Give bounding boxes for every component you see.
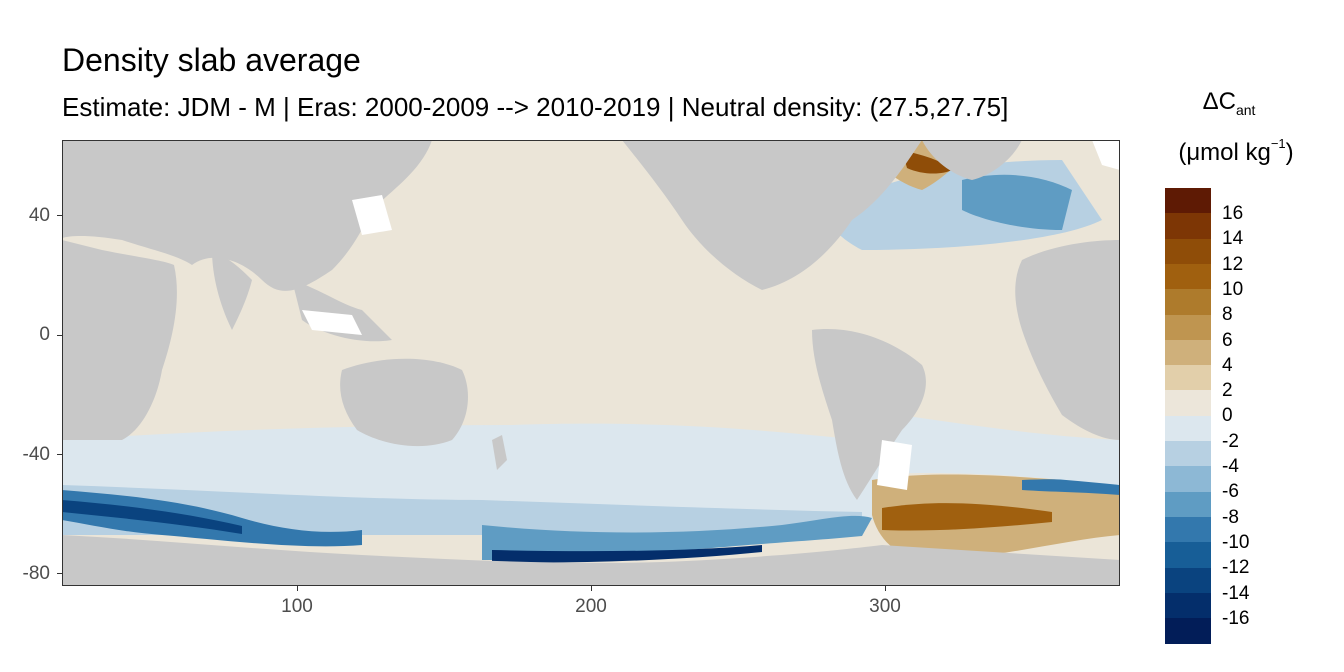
legend-swatch — [1165, 516, 1211, 543]
legend-label: 8 — [1222, 304, 1233, 326]
legend-swatch — [1165, 238, 1211, 265]
legend-label: -6 — [1222, 481, 1239, 503]
missing-data-east-asia — [352, 195, 392, 235]
legend-swatch — [1165, 618, 1211, 645]
missing-data-maritime — [302, 310, 362, 335]
north-america-landmass — [622, 140, 922, 290]
legend-label: 10 — [1222, 278, 1244, 300]
legend-label: -14 — [1222, 582, 1250, 604]
legend-label: 6 — [1222, 329, 1233, 351]
legend-swatch — [1165, 567, 1211, 594]
x-tick-label: 100 — [281, 596, 313, 617]
greenland-landmass — [922, 140, 1022, 180]
legend-swatch — [1165, 415, 1211, 442]
x-tick-label: 300 — [869, 596, 901, 617]
europe-africa-east-landmass — [1015, 240, 1120, 440]
legend-swatch — [1165, 592, 1211, 619]
legend-label: 2 — [1222, 380, 1233, 402]
south-atlantic-brown-core — [882, 503, 1052, 531]
legend-swatch — [1165, 491, 1211, 518]
southern-ocean-band-deep — [62, 500, 242, 534]
missing-data-patches — [302, 140, 1120, 490]
pacific-southern-deep-band — [492, 545, 762, 563]
legend-swatch — [1165, 542, 1211, 569]
pacific-southern-dark-band — [482, 515, 872, 560]
south-atlantic-blue-streak — [1022, 479, 1120, 495]
x-tick-mark — [297, 586, 298, 591]
y-tick-label: -80 — [22, 563, 50, 584]
legend-label: 14 — [1222, 228, 1244, 250]
legend-label: 0 — [1222, 405, 1233, 427]
x-tick-label: 200 — [575, 596, 607, 617]
india-landmass — [212, 250, 252, 330]
plot-subtitle: Estimate: JDM - M | Eras: 2000-2009 --> … — [62, 92, 1009, 122]
eurasia-landmass — [62, 140, 432, 291]
legend-swatch — [1165, 289, 1211, 316]
missing-data-south-atlantic — [877, 440, 912, 490]
southern-ocean-band-dark — [62, 490, 362, 547]
y-tick-label: 0 — [39, 324, 50, 345]
land-masses — [62, 140, 1120, 586]
africa-landmass — [62, 240, 177, 440]
legend-swatch — [1165, 263, 1211, 290]
legend-label: -8 — [1222, 506, 1239, 528]
legend-label: 4 — [1222, 354, 1233, 376]
missing-data-arctic — [1092, 140, 1120, 170]
legend-label: -2 — [1222, 430, 1239, 452]
y-tick-mark — [57, 454, 62, 455]
legend-swatch — [1165, 339, 1211, 366]
new-zealand-landmass — [492, 435, 507, 470]
legend-swatch — [1165, 365, 1211, 392]
legend-label: -12 — [1222, 557, 1250, 579]
y-tick-label: -40 — [22, 444, 50, 465]
southern-ocean-band-mid — [62, 485, 862, 535]
legend-swatch — [1165, 390, 1211, 417]
map-panel — [62, 140, 1120, 586]
legend-swatch — [1165, 466, 1211, 493]
north-atlantic-brown-core — [902, 150, 952, 174]
legend-swatch — [1165, 188, 1211, 214]
south-america-landmass — [812, 329, 926, 500]
north-atlantic-deep-blue — [962, 174, 1072, 230]
y-tick-label: 40 — [28, 205, 50, 226]
plot-title: Density slab average — [62, 42, 361, 78]
panel-border — [62, 140, 1120, 586]
y-tick-mark — [57, 215, 62, 216]
legend-label: -4 — [1222, 456, 1239, 477]
antarctica-landmass — [62, 535, 1120, 586]
y-tick-mark — [57, 573, 62, 574]
south-atlantic-light-blue — [862, 410, 1120, 485]
legend-title-line2: (μmol kg−1) — [1178, 136, 1294, 166]
x-tick-mark — [885, 586, 886, 591]
legend-swatch — [1165, 441, 1211, 467]
australia-landmass — [340, 358, 468, 447]
legend-label: 12 — [1222, 253, 1244, 275]
legend-swatch — [1165, 213, 1211, 240]
legend-label: -16 — [1222, 607, 1250, 629]
legend-label: 16 — [1222, 203, 1244, 224]
legend-swatch — [1165, 314, 1211, 341]
x-tick-mark — [591, 586, 592, 591]
y-tick-mark — [57, 335, 62, 336]
legend-title-line1: ΔCant — [1202, 88, 1256, 118]
legend-label: -10 — [1222, 531, 1250, 553]
